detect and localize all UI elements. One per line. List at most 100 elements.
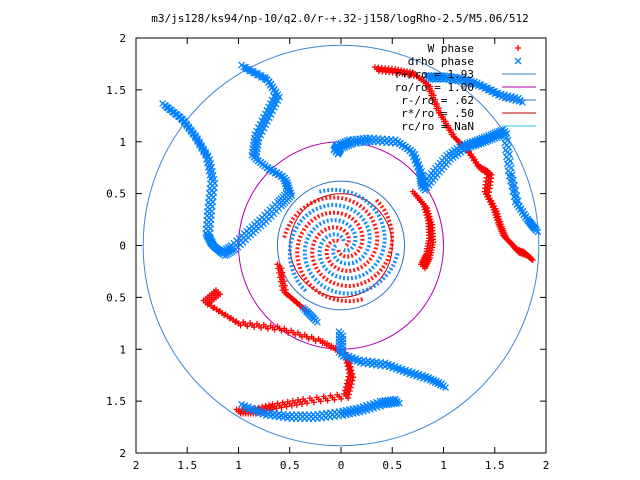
y-tick-label: 2: [119, 447, 126, 460]
axis-ticks: 2 1.5 1 0.5 0 0.5 1 1.5 221.510.500.511.52: [106, 32, 549, 472]
x-tick-label: 1.5: [485, 459, 505, 472]
data-point: [498, 93, 506, 101]
data-point: [287, 294, 294, 301]
data-point: [283, 291, 290, 298]
data-point: [481, 84, 489, 92]
spiral-arm: [287, 203, 372, 293]
data-point: [237, 322, 244, 329]
data-point: [196, 138, 203, 146]
data-point: [206, 155, 214, 163]
data-point: [297, 302, 304, 309]
data-point: [338, 395, 345, 402]
y-tick-label: 1.5: [106, 84, 126, 97]
data-point: [278, 404, 285, 411]
x-tick-label: 0: [338, 459, 345, 472]
data-point: [282, 286, 289, 293]
data-point: [431, 75, 439, 83]
legend-label: ro/ro = 1.00: [395, 81, 474, 94]
data-point: [293, 300, 300, 307]
data-point: [275, 93, 283, 101]
data-point: [283, 403, 290, 410]
data-point: [288, 402, 295, 409]
x-tick-label: 0.5: [280, 459, 300, 472]
data-point: [313, 318, 321, 326]
data-point: [260, 124, 268, 132]
data-point: [488, 88, 496, 96]
legend-label: r+/ro = 1.93: [395, 68, 474, 81]
reference-circle: [142, 44, 540, 447]
data-point: [237, 410, 244, 417]
data-point: [534, 228, 542, 236]
data-point: [269, 107, 277, 115]
legend-label: r*/ro = .50: [401, 107, 474, 120]
data-point: [304, 400, 311, 407]
data-point: [439, 75, 447, 83]
data-point: [345, 394, 352, 401]
data-point: [272, 100, 280, 108]
x-tick-label: 0.5: [382, 459, 402, 472]
reference-circle: [276, 180, 406, 311]
data-point: [264, 325, 271, 332]
data-point: [202, 148, 210, 156]
x-tick-label: 1: [235, 459, 242, 472]
data-point: [274, 97, 282, 104]
data-point: [293, 401, 300, 408]
data-point: [270, 103, 278, 111]
data-point: [426, 75, 434, 83]
y-tick-label: 2: [119, 32, 126, 45]
data-point: [345, 142, 353, 149]
data-point: [273, 405, 280, 412]
data-point: [198, 142, 206, 149]
data-point: [395, 399, 403, 407]
data-point: [429, 75, 437, 83]
data-point: [529, 256, 536, 263]
data-point: [244, 323, 251, 330]
data-point: [515, 45, 521, 51]
spiral-arm: [302, 218, 400, 296]
data-point: [258, 324, 264, 331]
data-point: [262, 121, 270, 129]
data-point: [421, 184, 429, 192]
data-point: [265, 114, 273, 122]
data-point: [281, 282, 288, 289]
spiral-arm: [310, 198, 395, 288]
data-point: [204, 152, 212, 160]
y-tick-label: 0.5: [106, 291, 126, 304]
legend-label: rc/ro = NaN: [401, 120, 474, 133]
x-tick-label: 2: [543, 459, 550, 472]
data-point: [279, 269, 286, 276]
data-point: [200, 145, 208, 153]
y-tick-label: 0: [119, 240, 126, 253]
inner-spiral: [282, 187, 400, 304]
data-point: [163, 103, 171, 111]
data-point: [442, 384, 449, 392]
y-tick-label: 0.5: [106, 188, 126, 201]
data-point: [251, 324, 258, 331]
data-point: [278, 265, 285, 272]
data-point: [317, 398, 324, 405]
legend-label: r-/ro = .62: [401, 94, 474, 107]
data-point: [264, 117, 271, 125]
data-point: [393, 400, 401, 407]
y-tick-label: 1: [119, 343, 126, 356]
data-point: [422, 265, 428, 272]
data-point: [280, 273, 287, 280]
data-point: [331, 396, 338, 403]
data-point: [324, 397, 331, 404]
data-point: [267, 110, 275, 118]
chart-title: m3/js128/ks94/np-10/q2.0/r-+.32-j158/log…: [151, 12, 529, 25]
spiral-arm: [282, 195, 380, 273]
data-point: [281, 278, 288, 285]
data-point: [514, 57, 522, 65]
data-point: [310, 399, 317, 406]
y-tick-label: 1: [119, 136, 126, 149]
data-points: [159, 61, 542, 423]
x-tick-label: 1.5: [177, 459, 197, 472]
data-point: [299, 400, 305, 407]
x-tick-label: 1: [440, 459, 447, 472]
data-point: [494, 91, 502, 99]
data-point: [484, 86, 492, 94]
legend-label: drho phase: [408, 55, 474, 68]
